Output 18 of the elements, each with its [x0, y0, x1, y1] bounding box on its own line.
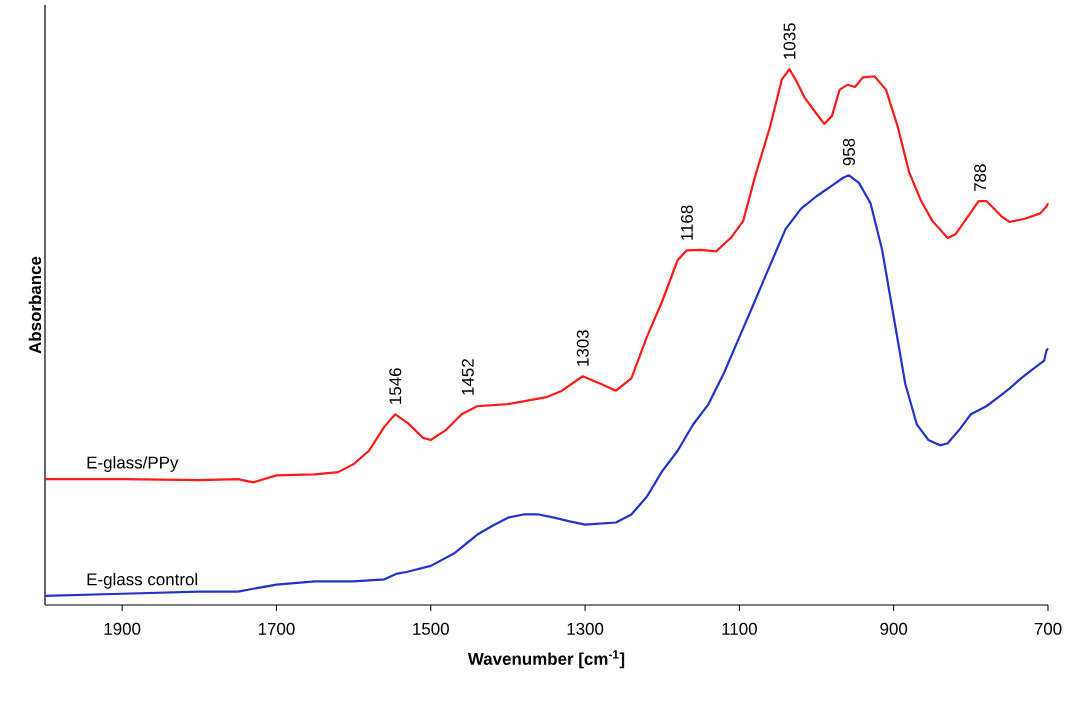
annotation: 1452: [461, 359, 474, 395]
annotation: 1035: [783, 23, 796, 59]
annotation: 1168: [680, 205, 693, 240]
y-axis-title: Absorbance: [28, 256, 42, 354]
series-label: E-glass/PPy: [87, 456, 179, 472]
x-tick-label: 1900: [104, 622, 141, 635]
x-tick-label: 1300: [567, 622, 604, 635]
x-tick-label: 900: [880, 622, 908, 635]
x-tick-label: 700: [1034, 622, 1062, 635]
x-tick-label: 1100: [722, 622, 757, 635]
x-tick-label: 1700: [258, 622, 295, 635]
x-axis-title: Wavenumber [cm$^{-1}$]: [467, 650, 625, 669]
annotation: 788: [974, 164, 987, 191]
series-label: E-glass control: [87, 572, 198, 589]
annotation: 1546: [389, 368, 402, 404]
annotation: 958: [842, 138, 855, 166]
x-tick-label: 1500: [413, 622, 449, 635]
annotation: 1303: [576, 330, 589, 366]
